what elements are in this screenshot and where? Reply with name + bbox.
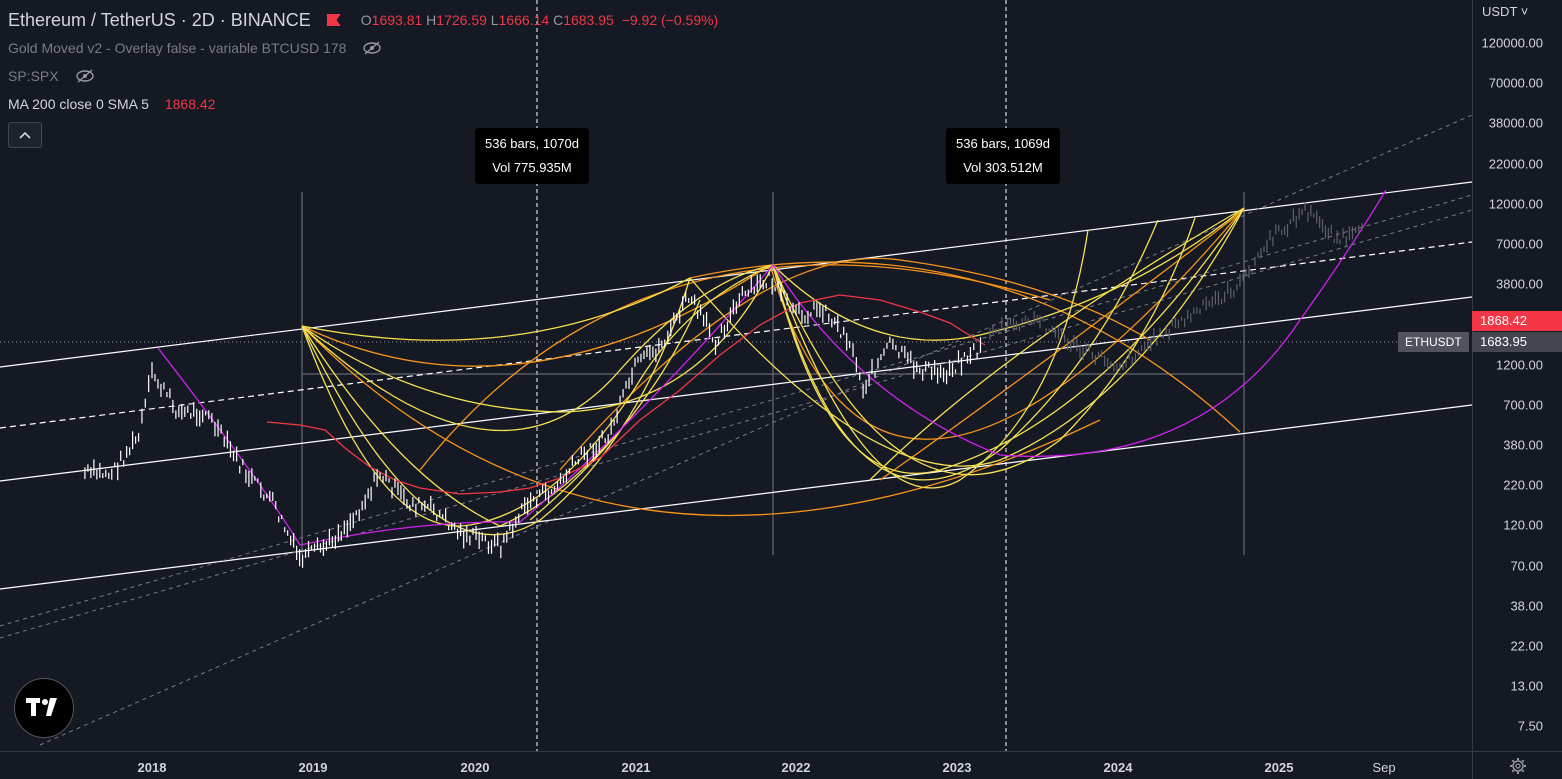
- currency-selector[interactable]: USDT ˅: [1482, 4, 1529, 19]
- yellow-arc[interactable]: [689, 207, 1245, 467]
- channel-line[interactable]: [0, 296, 1472, 482]
- ma-value: 1868.42: [164, 96, 216, 112]
- channel-line[interactable]: [0, 404, 1472, 590]
- time-tick: 2018: [137, 760, 167, 775]
- gear-icon[interactable]: [1509, 757, 1527, 775]
- price-tick: 220.00: [1503, 477, 1543, 493]
- settings-corner[interactable]: [1472, 751, 1562, 779]
- last-price-label: 1683.95: [1472, 332, 1562, 352]
- time-tick: 2021: [621, 760, 651, 775]
- yellow-arc[interactable]: [772, 219, 1159, 481]
- magenta-arc[interactable]: [772, 189, 1387, 457]
- time-tick: 2023: [942, 760, 972, 775]
- price-tick: 22.00: [1510, 638, 1543, 654]
- price-tick: 38.00: [1510, 598, 1543, 614]
- study-label[interactable]: Gold Moved v2 - Overlay false - variable…: [8, 40, 347, 56]
- yellow-arc[interactable]: [529, 299, 701, 521]
- yellow-arc[interactable]: [772, 207, 1245, 341]
- price-tick: 7000.00: [1496, 236, 1543, 252]
- yellow-arc[interactable]: [301, 264, 774, 527]
- projection-candles: [989, 202, 1363, 372]
- study-row[interactable]: MA 200 close 0 SMA 5 1868.42: [8, 90, 718, 118]
- channel-midline[interactable]: [0, 241, 1472, 429]
- channel-line[interactable]: [0, 181, 1472, 368]
- yellow-arc[interactable]: [301, 264, 774, 432]
- magenta-arc[interactable]: [157, 264, 774, 546]
- ma-price-label: 1868.42: [1472, 311, 1562, 331]
- measure-tooltip: 536 bars, 1070d Vol 775.935M: [475, 128, 589, 184]
- price-tick: 70000.00: [1488, 75, 1543, 91]
- study-row[interactable]: Gold Moved v2 - Overlay false - variable…: [8, 34, 718, 62]
- measure-vol: Vol 775.935M: [492, 160, 572, 175]
- price-tick: 13.00: [1510, 678, 1543, 694]
- price-tick: 22000.00: [1488, 156, 1543, 172]
- measure-bars: 536 bars, 1069d: [956, 136, 1050, 151]
- time-tick: 2020: [460, 760, 490, 775]
- flag-icon[interactable]: [326, 14, 341, 26]
- yellow-arc[interactable]: [301, 264, 774, 413]
- chevron-up-icon: [19, 131, 31, 139]
- orange-arc[interactable]: [769, 207, 1245, 440]
- price-tick: 12000.00: [1488, 196, 1543, 212]
- study-row[interactable]: SP:SPX: [8, 62, 718, 90]
- yellow-arc[interactable]: [301, 277, 691, 341]
- ma-line[interactable]: [266, 294, 986, 495]
- legend: Ethereum / TetherUS · 2D · BINANCE O1693…: [8, 6, 718, 148]
- measure-vol: Vol 303.512M: [963, 160, 1043, 175]
- time-tick: 2025: [1264, 760, 1294, 775]
- time-tick: Sep: [1372, 760, 1396, 775]
- time-tick: 2022: [781, 760, 811, 775]
- measure-tooltip: 536 bars, 1069d Vol 303.512M: [946, 128, 1060, 184]
- price-tick: 7.50: [1517, 718, 1543, 734]
- symbol-title[interactable]: Ethereum / TetherUS · 2D · BINANCE: [8, 10, 311, 30]
- measure-bars: 536 bars, 1070d: [485, 136, 579, 151]
- price-tick: 120000.00: [1481, 35, 1543, 51]
- yellow-arc[interactable]: [301, 277, 691, 536]
- chart-pane[interactable]: [0, 0, 1472, 751]
- price-tick: 700.00: [1503, 397, 1543, 413]
- yellow-arc[interactable]: [869, 207, 1245, 481]
- tradingview-logo[interactable]: [14, 678, 74, 738]
- collapse-legend-button[interactable]: [8, 122, 42, 148]
- price-tick: 38000.00: [1488, 115, 1543, 131]
- symbol-row: Ethereum / TetherUS · 2D · BINANCE O1693…: [8, 6, 718, 34]
- time-tick: 2024: [1103, 760, 1133, 775]
- symbol-price-tag: ETHUSDT: [1398, 332, 1469, 352]
- price-tick: 380.00: [1503, 437, 1543, 453]
- yellow-arc[interactable]: [772, 217, 1196, 476]
- study-label[interactable]: MA 200 close 0 SMA 5: [8, 96, 149, 112]
- tradingview-logo-icon: [26, 698, 57, 716]
- regression-line[interactable]: [39, 114, 1472, 746]
- price-tick: 120.00: [1503, 517, 1543, 533]
- study-label[interactable]: SP:SPX: [8, 68, 59, 84]
- price-axis[interactable]: 120000.00 70000.00 38000.00 22000.00 12000.0…: [1472, 0, 1562, 751]
- price-tick: 70.00: [1510, 558, 1543, 574]
- eye-off-icon[interactable]: [362, 41, 382, 55]
- eye-off-icon[interactable]: [75, 69, 95, 83]
- price-tick: 1200.00: [1496, 357, 1543, 373]
- orange-arc[interactable]: [419, 264, 1051, 471]
- regression-line[interactable]: [0, 194, 1472, 627]
- time-axis[interactable]: 2018 2019 2020 2021 2022 2023 2024 2025 Sep: [0, 751, 1472, 779]
- price-candles[interactable]: [84, 271, 982, 568]
- yellow-arc[interactable]: [301, 325, 621, 527]
- ohlc-values: O1693.81 H1726.59 L1666.14 C1683.95 −9.9…: [360, 12, 719, 28]
- yellow-arc[interactable]: [772, 229, 1089, 489]
- price-tick: 3800.00: [1496, 276, 1543, 292]
- time-tick: 2019: [298, 760, 328, 775]
- orange-arc[interactable]: [689, 261, 1241, 433]
